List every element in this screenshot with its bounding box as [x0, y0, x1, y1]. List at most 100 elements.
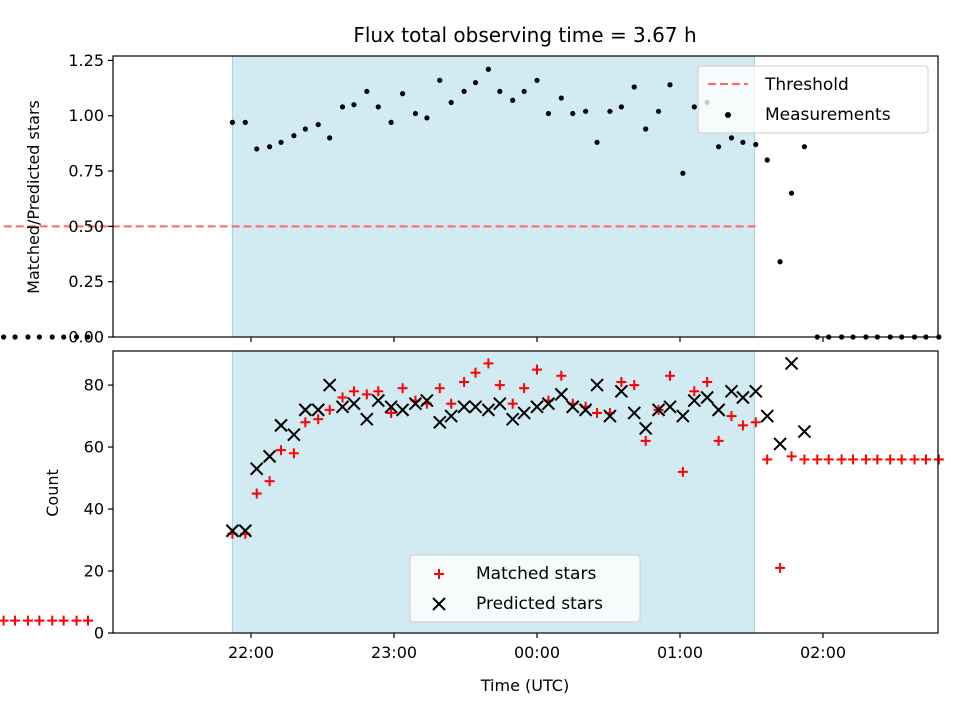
bottom-y-axis-label: Count: [43, 469, 62, 517]
measurement-point: [388, 119, 394, 125]
matched-star-point: [860, 454, 871, 465]
bottom-y-ticks: 0 20 40 60 80: [84, 376, 113, 643]
top-y-ticks: 0.00 0.25 0.50 0.75 1.00 1.25: [68, 51, 113, 347]
measurement-point: [278, 139, 284, 145]
matched-star-point: [507, 398, 518, 409]
top-legend: Threshold Measurements: [697, 65, 929, 134]
predicted-star-point: [638, 421, 653, 436]
bottom-panel-frame: [112, 350, 939, 634]
predicted-star-point: [395, 403, 410, 417]
matched-star-point: [664, 370, 675, 381]
matched-star-point: [909, 454, 920, 465]
measurement-point: [643, 126, 649, 132]
predicted-star-point: [566, 400, 580, 414]
bottom-legend: Matched stars Predicted stars: [409, 554, 641, 623]
measurement-point: [315, 121, 321, 128]
predicted-star-point: [287, 427, 301, 442]
measurement-point: [61, 334, 67, 340]
y-tick-label: 1.00: [68, 106, 104, 125]
predicted-star-point: [335, 400, 350, 414]
measurement-point: [534, 77, 540, 83]
measurement-point: [36, 334, 42, 340]
predicted-star-point: [724, 384, 739, 398]
predicted-star-point: [736, 390, 750, 405]
legend-matched-swatch: [434, 569, 444, 579]
measurement-point: [753, 141, 759, 148]
matched-star-point: [58, 615, 69, 626]
measurement-point: [229, 119, 236, 125]
x-tick-label: 02:00: [800, 643, 846, 662]
matched-star-point: [373, 386, 384, 397]
legend-predicted-swatch: [432, 597, 446, 611]
matched-star-point: [750, 417, 761, 428]
matched-star-point: [71, 615, 82, 626]
measurement-point: [691, 104, 697, 110]
matched-star-point: [640, 435, 651, 446]
matched-star-point: [494, 380, 505, 391]
predicted-star-point: [784, 356, 799, 371]
measurement-point: [521, 88, 527, 95]
measurement-point: [510, 97, 516, 103]
predicted-star-point: [711, 403, 726, 417]
predicted-star-point: [603, 409, 617, 423]
predicted-star-point: [311, 403, 325, 417]
matched-star-point: [848, 454, 859, 465]
matched-star-point: [264, 476, 275, 487]
measurement-point: [339, 104, 346, 110]
measurement-point: [716, 144, 722, 150]
bottom-legend-box: [409, 554, 641, 623]
predicted-star-point: [420, 393, 434, 408]
y-tick-label: 20: [84, 562, 104, 581]
top-legend-box: [697, 65, 929, 134]
measurement-point: [655, 108, 662, 114]
measurement-point: [302, 126, 308, 132]
measurement-point: [680, 170, 686, 176]
matched-star-point: [616, 376, 627, 387]
y-tick-label: 0: [94, 624, 104, 643]
y-tick-label: 0.50: [68, 217, 104, 236]
measurement-point: [375, 104, 381, 110]
predicted-star-point: [238, 524, 252, 538]
matched-star-point: [920, 454, 931, 465]
matched-star-point: [823, 454, 834, 465]
legend-measurements-label: Measurements: [765, 105, 891, 125]
measurement-point: [364, 88, 370, 95]
predicted-star-point: [262, 449, 277, 464]
matched-star-point: [34, 615, 45, 626]
measurement-point: [583, 108, 589, 114]
matched-star-point: [885, 454, 896, 465]
observing-window-band: [231, 55, 755, 338]
measurement-point: [594, 139, 600, 145]
matched-star-point: [786, 451, 797, 462]
x-tick-label: 00:00: [514, 643, 560, 662]
matched-star-point: [386, 407, 397, 418]
predicted-star-point: [651, 403, 666, 417]
x-tick-label: 01:00: [657, 643, 703, 662]
measurement-point: [327, 135, 333, 141]
matched-star-point: [300, 417, 311, 428]
matched-star-point: [556, 370, 567, 381]
matched-star-point: [459, 376, 470, 387]
measurement-point: [764, 157, 770, 163]
measurement-point: [437, 77, 443, 83]
predicted-star-point: [554, 387, 569, 402]
measurement-point: [545, 110, 552, 117]
predicted-star-point: [384, 400, 398, 414]
matched-star-point: [82, 615, 93, 626]
predicted-star-point: [250, 462, 264, 476]
measurement-point: [254, 146, 260, 152]
measurement-point: [291, 133, 297, 139]
x-tick-label: 23:00: [371, 643, 417, 662]
predicted-star-point: [797, 424, 812, 439]
measurement-point: [461, 88, 467, 95]
top-x-ticks: [250, 337, 824, 342]
matched-star-point: [22, 615, 33, 626]
legend-predicted-label: Predicted stars: [476, 594, 603, 614]
measurement-point: [558, 95, 564, 101]
matched-star-point: [836, 454, 847, 465]
matched-star-point: [446, 398, 457, 409]
matched-star-point: [519, 383, 530, 394]
y-tick-label: 1.25: [68, 51, 104, 70]
matched-star-point: [812, 454, 823, 465]
bottom-panel: 0 20 40 60 80 22:00 23:00 00:00 01:00 02:00 Coun…: [0, 350, 944, 695]
